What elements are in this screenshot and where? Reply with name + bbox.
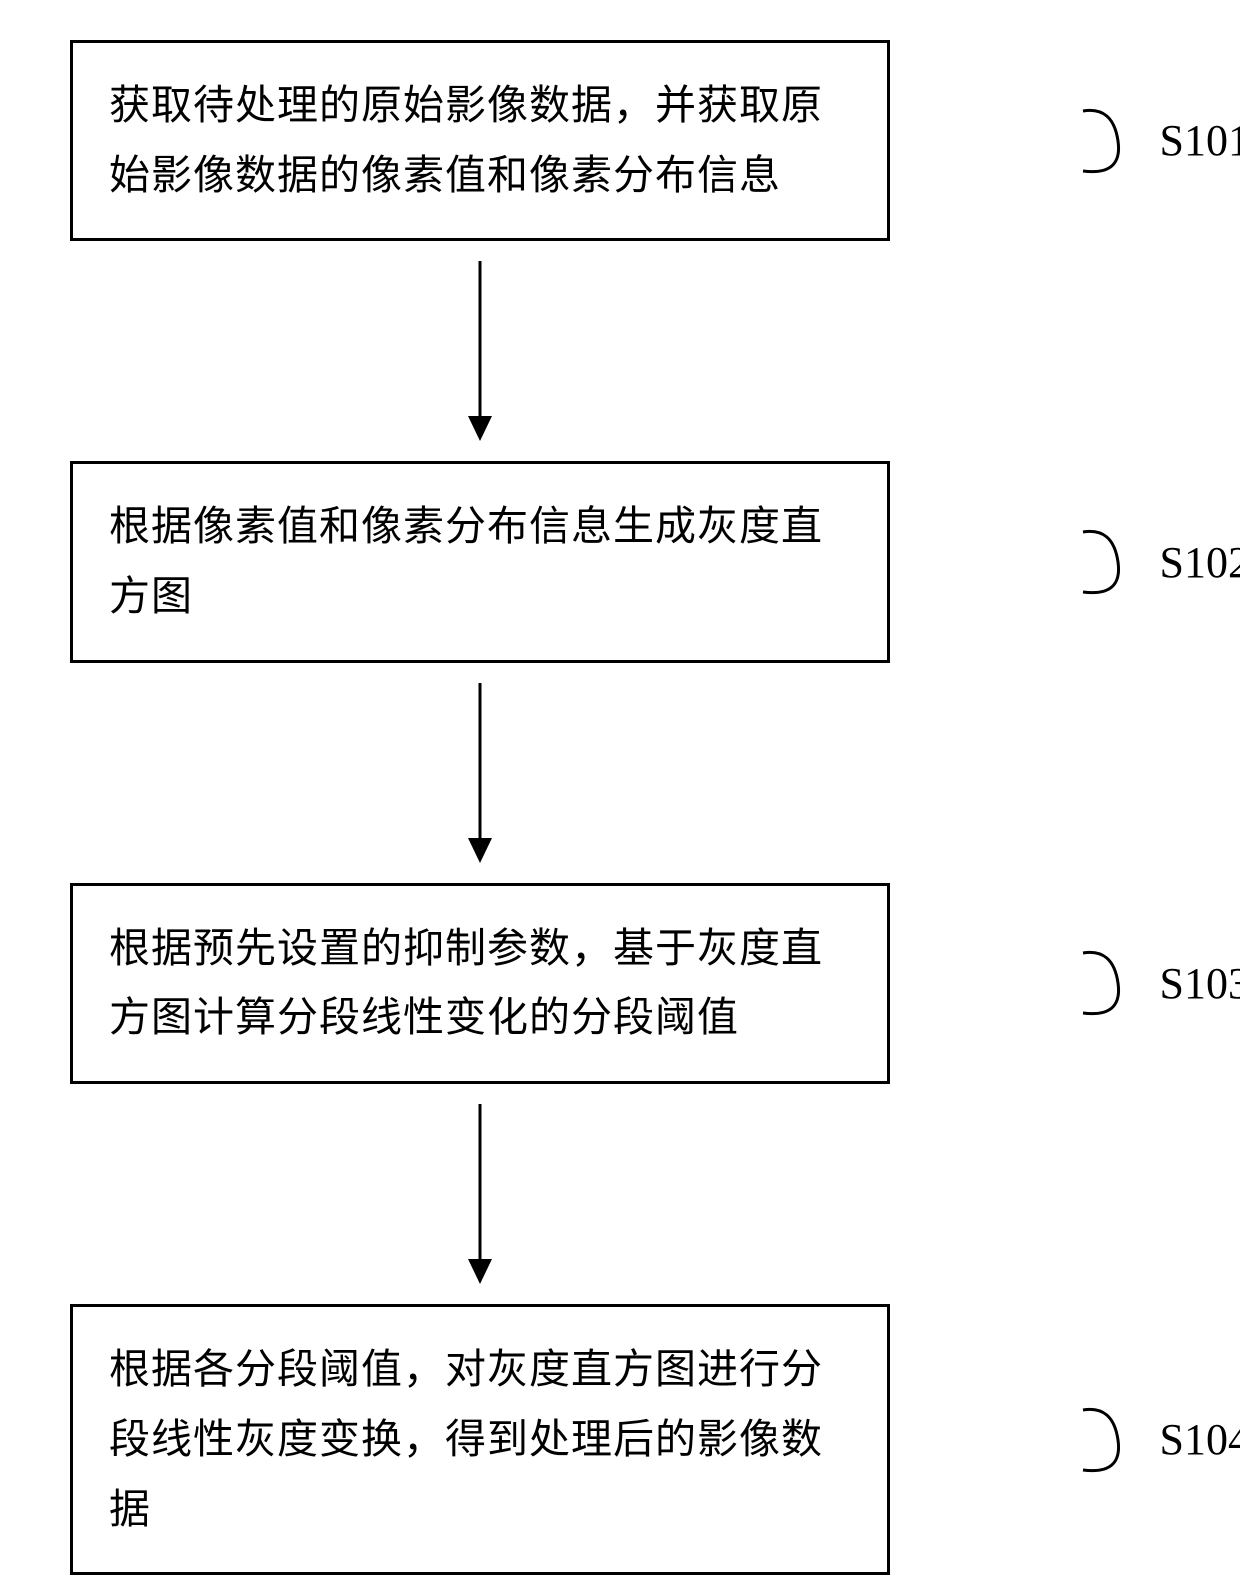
step-label: S102 xyxy=(1160,537,1240,588)
step-box: 根据预先设置的抑制参数，基于灰度直方图计算分段线性变化的分段阈值 xyxy=(70,883,890,1084)
flowchart-step: 根据预先设置的抑制参数，基于灰度直方图计算分段线性变化的分段阈值 S103 xyxy=(70,883,1070,1084)
step-text: 获取待处理的原始影像数据，并获取原始影像数据的像素值和像素分布信息 xyxy=(109,71,851,210)
step-text: 根据预先设置的抑制参数，基于灰度直方图计算分段线性变化的分段阈值 xyxy=(109,914,851,1053)
step-text: 根据像素值和像素分布信息生成灰度直方图 xyxy=(109,492,851,631)
label-connector: S101 xyxy=(1078,96,1240,186)
step-label: S101 xyxy=(1160,115,1240,166)
curve-icon xyxy=(1078,1395,1148,1485)
step-box: 根据各分段阈值，对灰度直方图进行分段线性灰度变换，得到处理后的影像数据 xyxy=(70,1304,890,1575)
step-box: 获取待处理的原始影像数据，并获取原始影像数据的像素值和像素分布信息 xyxy=(70,40,890,241)
flowchart-step: 获取待处理的原始影像数据，并获取原始影像数据的像素值和像素分布信息 S101 xyxy=(70,40,1070,241)
flowchart-step: 根据像素值和像素分布信息生成灰度直方图 S102 xyxy=(70,461,1070,662)
arrow-container xyxy=(70,1084,890,1304)
arrow-container xyxy=(70,241,890,461)
label-connector: S103 xyxy=(1078,938,1240,1028)
arrow-down-icon xyxy=(460,261,500,441)
label-connector: S104 xyxy=(1078,1395,1240,1485)
arrow-down-icon xyxy=(460,1104,500,1284)
arrow-container xyxy=(70,663,890,883)
step-label: S103 xyxy=(1160,958,1240,1009)
flowchart-step: 根据各分段阈值，对灰度直方图进行分段线性灰度变换，得到处理后的影像数据 S104 xyxy=(70,1304,1070,1575)
step-box: 根据像素值和像素分布信息生成灰度直方图 xyxy=(70,461,890,662)
curve-icon xyxy=(1078,96,1148,186)
flowchart-container: 获取待处理的原始影像数据，并获取原始影像数据的像素值和像素分布信息 S101 根… xyxy=(70,40,1070,1575)
step-label: S104 xyxy=(1160,1414,1240,1465)
curve-icon xyxy=(1078,938,1148,1028)
arrow-down-icon xyxy=(460,683,500,863)
label-connector: S102 xyxy=(1078,517,1240,607)
step-text: 根据各分段阈值，对灰度直方图进行分段线性灰度变换，得到处理后的影像数据 xyxy=(109,1335,851,1544)
curve-icon xyxy=(1078,517,1148,607)
